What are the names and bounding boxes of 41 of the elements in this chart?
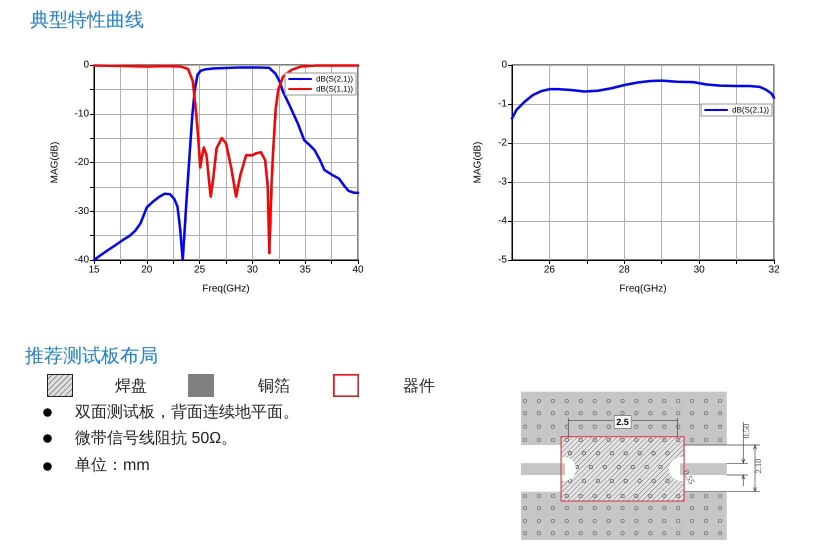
y-tick-label: -2	[498, 138, 508, 148]
y-tick-label: -40	[74, 254, 90, 266]
text: 双面测试板，背面连续地平面。	[75, 402, 299, 422]
x-axis-title: Freq(GHz)	[202, 284, 250, 294]
x-axis-title: Freq(GHz)	[619, 284, 667, 294]
chart-title: 典型特性曲线	[30, 10, 144, 31]
text: 2.10	[753, 458, 763, 474]
x-tick-label: 28	[618, 264, 630, 276]
y-tick-label: 0	[83, 60, 90, 70]
x-tick-label: 30	[246, 264, 258, 276]
x-tick-label: 25	[194, 264, 206, 276]
y-tick-label: -10	[74, 108, 90, 120]
text: 器件	[403, 377, 435, 397]
y-tick-label: -3	[498, 176, 508, 188]
x-tick-label: 40	[352, 264, 364, 276]
y-axis-title: MAG(dB)	[50, 142, 60, 184]
text: 2.5	[613, 415, 632, 429]
text: 焊盘	[115, 377, 147, 397]
x-tick-label: 30	[694, 264, 706, 276]
text: 铜箔	[258, 377, 290, 397]
y-axis-title: MAG(dB)	[472, 142, 484, 184]
y-tick-label: -4	[498, 216, 508, 226]
y-tick-label: -5	[498, 254, 508, 266]
y-tick-label: -30	[74, 206, 90, 217]
x-tick-label: 26	[544, 264, 556, 276]
y-tick-label: 0	[501, 60, 508, 70]
text: 微带信号线阻抗 50Ω。	[75, 428, 238, 448]
line-series	[510, 79, 776, 120]
y-tick-label: -1	[498, 98, 508, 110]
text: 0.55	[681, 468, 697, 486]
text: 0.50	[741, 424, 751, 438]
legend-label: dB(S(2,1))	[316, 74, 354, 84]
legend-label: dB(S(1,1))	[316, 84, 354, 94]
x-tick-label: 20	[141, 264, 153, 276]
legend-label: dB(S(2,1))	[732, 106, 770, 114]
y-tick-label: -20	[74, 157, 90, 168]
x-tick-label: 32	[768, 264, 780, 276]
text: 单位：mm	[75, 456, 150, 476]
x-tick-label: 15	[88, 264, 100, 276]
text: 推荐测试板布局	[25, 346, 158, 368]
x-tick-label: 35	[300, 264, 312, 276]
